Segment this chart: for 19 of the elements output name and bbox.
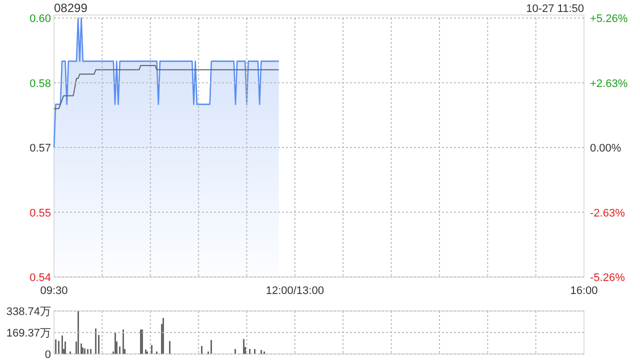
y-tick-label: 338.74万 xyxy=(6,306,51,318)
y-tick-label: 0.55 xyxy=(30,207,51,220)
y2-tick-label: +2.63% xyxy=(590,78,628,90)
chart-title: 08299 xyxy=(54,1,88,15)
line-series xyxy=(54,64,280,110)
x-tick-label: 12:00/13:00 xyxy=(266,285,324,297)
y-tick-label: 169.37万 xyxy=(6,328,51,340)
text: 10-27 11:50 xyxy=(526,3,584,15)
y-tick-label: 0.54 xyxy=(30,272,51,284)
y-tick-label: 0.57 xyxy=(30,142,51,154)
y2-tick-label: -5.26% xyxy=(590,272,626,284)
y-tick-label: 0.60 xyxy=(30,13,51,25)
y-tick-label: 0.58 xyxy=(30,78,51,90)
x-tick-label: 09:30 xyxy=(40,285,68,297)
y2-tick-label: -2.63% xyxy=(590,207,626,220)
x-tick-label: 16:00 xyxy=(570,285,598,297)
y-tick-label: 0 xyxy=(44,349,51,360)
y2-tick-label: 0.00% xyxy=(590,142,622,154)
y2-tick-label: +5.26% xyxy=(590,13,628,25)
